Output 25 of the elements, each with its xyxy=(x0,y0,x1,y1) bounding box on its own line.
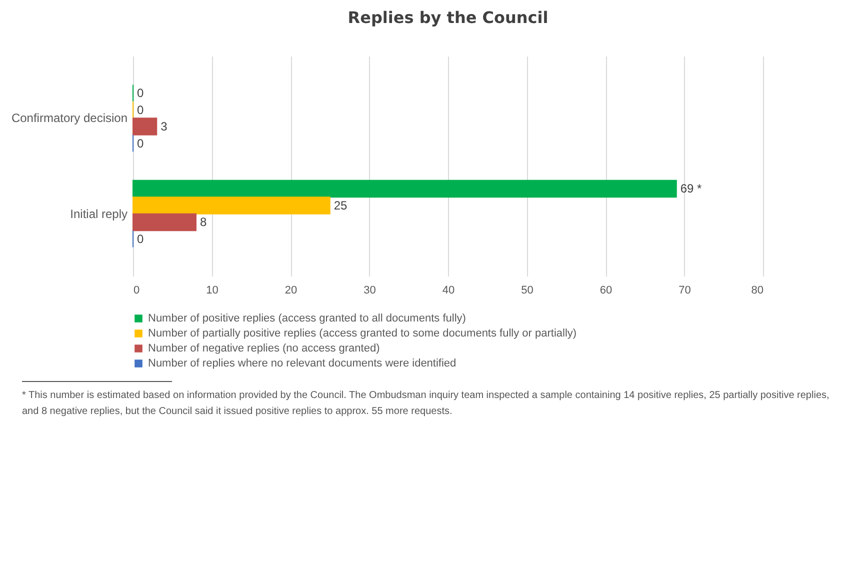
data-label: 0 xyxy=(137,232,144,246)
data-label: 0 xyxy=(137,136,144,150)
legend-label: Number of positive replies (access granted to all documents fully) xyxy=(148,312,466,324)
x-tick-label: 60 xyxy=(600,284,612,296)
text: * This number is estimated based on information provided by the Council. The Ombudsman inquiry team inspected a sample containing 14 positive replies, 25 partially positive replies, and 8 negative replies, but the Council said it issued positive replies to approx. 55 more requests. xyxy=(22,389,830,419)
data-label: 0 xyxy=(137,86,144,100)
x-tick-label: 70 xyxy=(678,284,691,296)
x-tick-label: 50 xyxy=(521,284,534,296)
y-tick-label: Confirmatory decision xyxy=(11,111,128,126)
data-label: 25 xyxy=(334,198,348,212)
x-tick-label: 30 xyxy=(364,284,376,296)
x-tick-label: 80 xyxy=(751,284,764,296)
data-label: 69 * xyxy=(680,182,702,196)
legend-label: Number of replies where no relevant documents were identified xyxy=(148,358,456,370)
x-tick-label: 40 xyxy=(442,284,455,296)
y-tick-label: Initial reply xyxy=(70,206,128,221)
data-label: 0 xyxy=(137,102,144,117)
x-tick-label: 0 xyxy=(134,284,140,296)
chart-title: Replies by the Council xyxy=(348,8,548,27)
x-tick-label: 10 xyxy=(206,284,218,296)
data-label: 3 xyxy=(160,120,168,134)
legend-label: Number of negative replies (no access granted) xyxy=(148,342,380,354)
x-tick-label: 20 xyxy=(284,284,298,296)
data-label: 8 xyxy=(200,215,207,230)
legend-label: Number of partially positive replies (access granted to some documents fully or partially) xyxy=(148,328,577,340)
